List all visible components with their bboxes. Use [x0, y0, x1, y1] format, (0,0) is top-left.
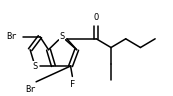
Text: O: O: [94, 13, 99, 22]
Text: Br: Br: [25, 85, 35, 94]
Text: F: F: [70, 80, 76, 89]
Text: Br: Br: [6, 32, 17, 41]
Text: S: S: [59, 32, 65, 41]
Text: S: S: [32, 62, 38, 71]
